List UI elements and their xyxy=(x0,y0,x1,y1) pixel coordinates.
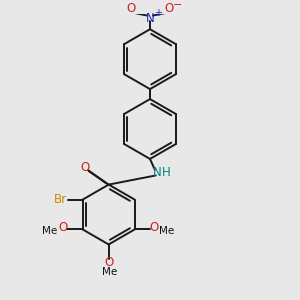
Text: H: H xyxy=(162,166,171,179)
Text: O: O xyxy=(104,256,113,268)
Text: Me: Me xyxy=(42,226,58,236)
Text: O: O xyxy=(164,2,173,16)
Text: Me: Me xyxy=(159,226,174,236)
Text: O: O xyxy=(58,221,68,234)
Text: Br: Br xyxy=(53,193,67,206)
Text: Me: Me xyxy=(102,267,117,277)
Text: O: O xyxy=(127,2,136,16)
Text: +: + xyxy=(154,8,162,18)
Text: N: N xyxy=(153,166,161,179)
Text: −: − xyxy=(173,0,182,10)
Text: N: N xyxy=(146,12,154,25)
Text: O: O xyxy=(149,221,159,234)
Text: O: O xyxy=(81,161,90,174)
